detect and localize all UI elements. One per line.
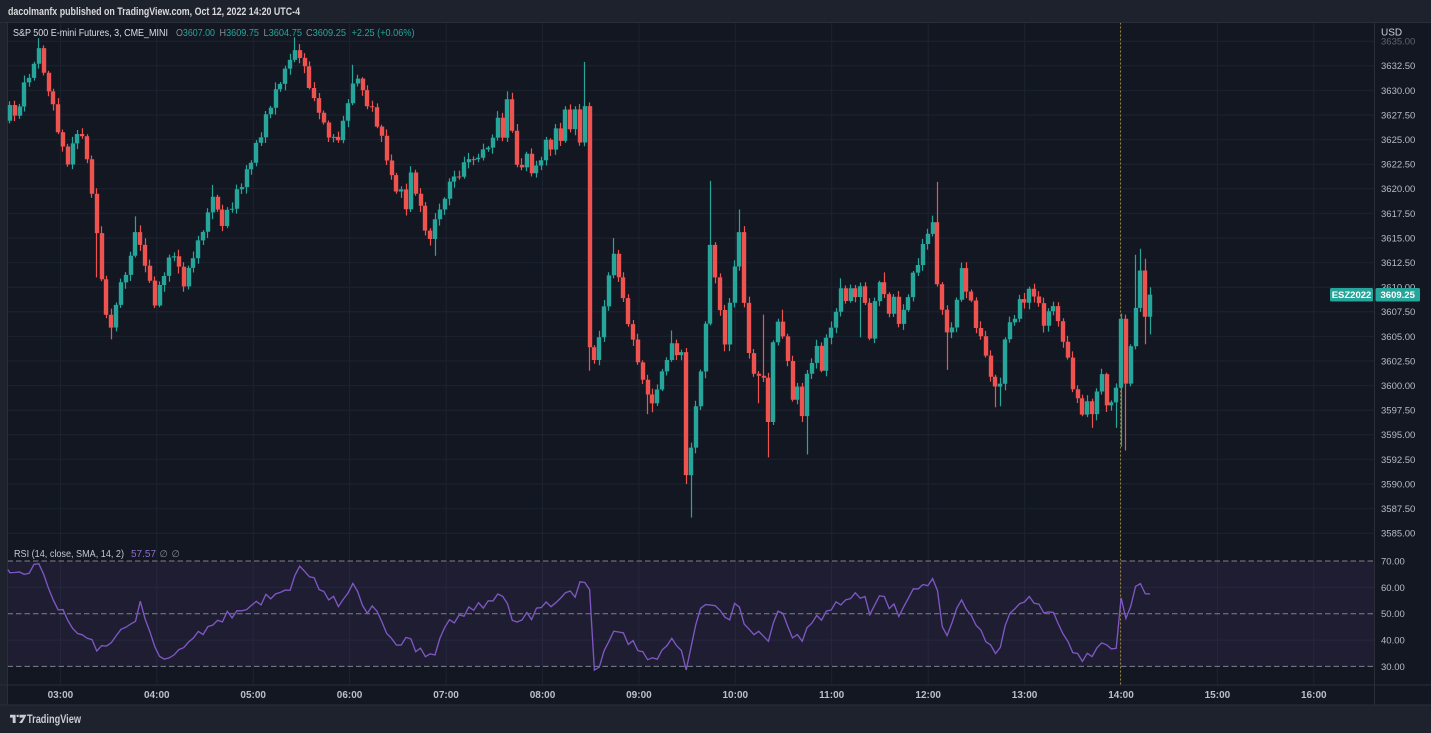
svg-text:70.00: 70.00 (1381, 556, 1405, 567)
svg-text:04:00: 04:00 (144, 690, 170, 701)
svg-text:3620.00: 3620.00 (1381, 184, 1415, 195)
svg-text:ESZ2022: ESZ2022 (1332, 290, 1372, 301)
svg-text:09:00: 09:00 (626, 690, 652, 701)
svg-text:3612.50: 3612.50 (1381, 258, 1415, 269)
svg-text:3627.50: 3627.50 (1381, 110, 1415, 121)
svg-text:3632.50: 3632.50 (1381, 61, 1415, 72)
svg-text:3615.00: 3615.00 (1381, 233, 1415, 244)
svg-text:16:00: 16:00 (1301, 690, 1327, 701)
svg-text:dacolmanfx published on Tradin: dacolmanfx published on TradingView.com,… (8, 6, 301, 18)
svg-text:03:00: 03:00 (48, 690, 74, 701)
svg-text:50.00: 50.00 (1381, 609, 1405, 620)
svg-text:3585.00: 3585.00 (1381, 529, 1415, 540)
svg-text:∅: ∅ (160, 549, 168, 560)
svg-text:11:00: 11:00 (819, 690, 844, 701)
svg-text:10:00: 10:00 (723, 690, 749, 701)
svg-text:12:00: 12:00 (915, 690, 941, 701)
svg-text:08:00: 08:00 (530, 690, 556, 701)
svg-text:S&P 500 E-mini Futures, 3, CME: S&P 500 E-mini Futures, 3, CME_MINI (13, 27, 168, 39)
svg-text:RSI (14, close, SMA, 14, 2): RSI (14, close, SMA, 14, 2) (14, 548, 124, 560)
svg-text:60.00: 60.00 (1381, 583, 1405, 594)
svg-text:L3604.75: L3604.75 (264, 27, 303, 39)
svg-text:14:00: 14:00 (1108, 690, 1134, 701)
svg-text:3635.00: 3635.00 (1381, 37, 1415, 48)
svg-text:30.00: 30.00 (1381, 662, 1405, 673)
svg-text:O3607.00: O3607.00 (176, 27, 215, 39)
svg-text:57.57: 57.57 (131, 549, 156, 560)
svg-text:3602.50: 3602.50 (1381, 356, 1415, 367)
svg-text:07:00: 07:00 (433, 690, 459, 701)
svg-text:3597.50: 3597.50 (1381, 406, 1415, 417)
svg-text:3605.00: 3605.00 (1381, 332, 1415, 343)
svg-text:∅: ∅ (172, 549, 180, 560)
svg-text:+2.25 (+0.06%): +2.25 (+0.06%) (352, 27, 415, 39)
svg-text:40.00: 40.00 (1381, 636, 1405, 647)
svg-text:3609.25: 3609.25 (1381, 290, 1416, 301)
svg-text:3592.50: 3592.50 (1381, 455, 1415, 466)
svg-text:3600.00: 3600.00 (1381, 381, 1415, 392)
svg-text:3622.50: 3622.50 (1381, 160, 1415, 171)
svg-text:H3609.75: H3609.75 (220, 27, 260, 39)
svg-text:TradingView: TradingView (27, 714, 81, 726)
svg-text:USD: USD (1381, 28, 1402, 39)
svg-text:3595.00: 3595.00 (1381, 430, 1415, 441)
svg-text:3607.50: 3607.50 (1381, 307, 1415, 318)
svg-text:13:00: 13:00 (1012, 690, 1038, 701)
svg-text:06:00: 06:00 (337, 690, 363, 701)
svg-text:05:00: 05:00 (240, 690, 266, 701)
svg-text:3630.00: 3630.00 (1381, 86, 1415, 97)
svg-text:3587.50: 3587.50 (1381, 504, 1415, 515)
svg-text:3625.00: 3625.00 (1381, 135, 1415, 146)
svg-text:15:00: 15:00 (1205, 690, 1231, 701)
svg-text:3590.00: 3590.00 (1381, 479, 1415, 490)
svg-text:3617.50: 3617.50 (1381, 209, 1415, 220)
svg-text:C3609.25: C3609.25 (306, 27, 346, 39)
